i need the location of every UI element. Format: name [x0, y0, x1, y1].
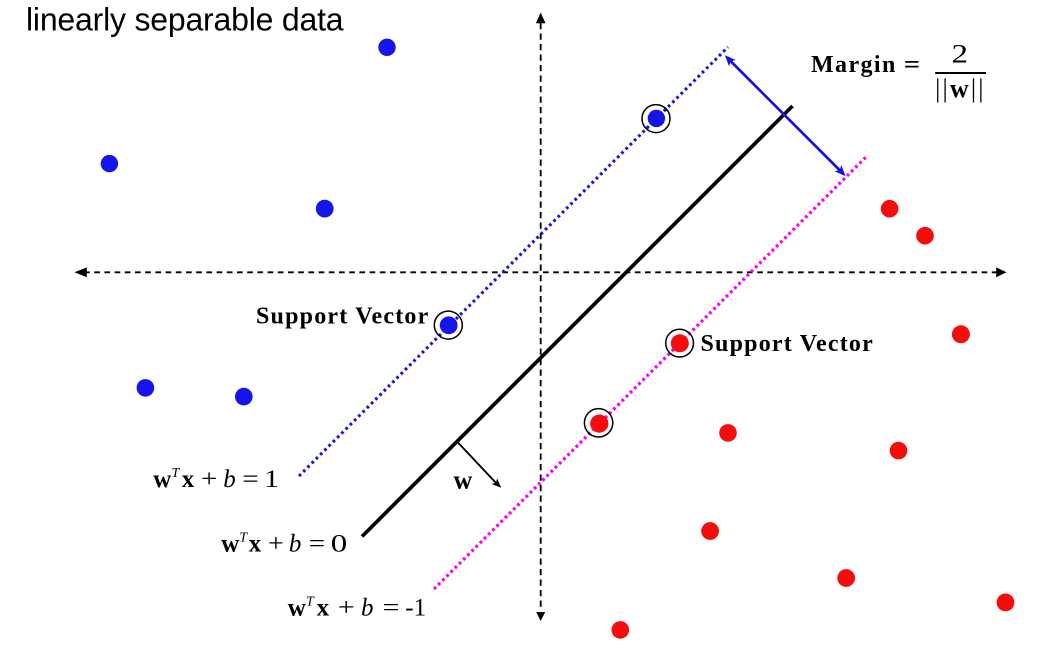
svg-text:Support Vector: Support Vector — [701, 331, 874, 357]
svg-text:||w||: ||w|| — [935, 74, 986, 103]
svg-text:linearly separable data: linearly separable data — [26, 1, 344, 37]
svg-text:Support Vector: Support Vector — [256, 303, 429, 329]
svg-text:wTx+b=1: wTx + b = 1 — [153, 466, 279, 493]
svg-text:2: 2 — [952, 39, 969, 68]
svg-text:Margin=: Margin = — [811, 52, 922, 78]
svg-text:wTx+b=0: wTx + b = 0 — [221, 531, 347, 558]
svg-text:wTx+b=-1: wT x + b = -1 — [288, 595, 426, 622]
svg-text:w: w — [454, 466, 473, 495]
